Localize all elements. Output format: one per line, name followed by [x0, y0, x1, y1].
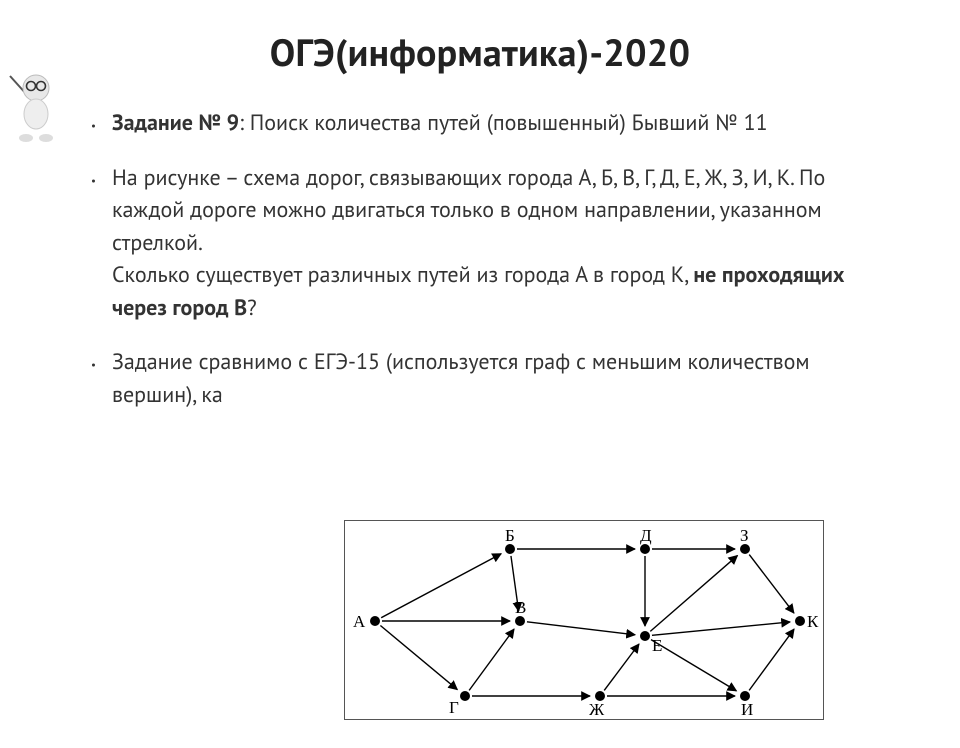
- graph-node-label: К: [807, 612, 819, 631]
- graph-edge: [527, 622, 635, 635]
- problem-text-2a: Сколько существует различных путей из го…: [112, 261, 684, 289]
- graph-node-label: Ж: [589, 700, 605, 719]
- mascot-icon: [6, 66, 62, 144]
- graph-node-label: Г: [449, 698, 459, 717]
- graph-node: [640, 631, 650, 641]
- graph-edge: [381, 554, 501, 618]
- graph-node-label: И: [741, 700, 753, 719]
- graph-edge: [652, 622, 790, 635]
- graph-edge: [650, 556, 737, 632]
- graph-node-label: Е: [652, 636, 662, 655]
- graph-node-label: З: [740, 526, 749, 545]
- graph-node: [515, 616, 525, 626]
- slide-content: Задание № 9: Поиск количества путей (пов…: [100, 107, 872, 411]
- graph-edge: [380, 625, 457, 689]
- page-title: ОГЭ(информатика)-2020: [0, 28, 960, 77]
- road-graph: А Б В Г Д Е Ж З И К: [344, 520, 824, 720]
- graph-node: [740, 544, 750, 554]
- graph-node-label: В: [515, 598, 526, 617]
- task-number: Задание № 9: [112, 109, 239, 137]
- graph-node: [795, 616, 805, 626]
- graph-node: [460, 691, 470, 701]
- graph-edge: [749, 555, 794, 613]
- graph-edge: [651, 640, 736, 691]
- comparison-text: Задание сравнимо с ЕГЭ-15 (используется …: [112, 348, 810, 409]
- problem-text-2b: ?: [247, 294, 257, 322]
- graph-edge: [469, 629, 514, 690]
- problem-text-1: На рисунке – схема дорог, связывающих го…: [112, 164, 825, 257]
- graph-edge: [604, 644, 639, 690]
- graph-edge: [749, 629, 794, 690]
- bullet-3: Задание сравнимо с ЕГЭ-15 (используется …: [100, 346, 872, 411]
- bullet-2: На рисунке – схема дорог, связывающих го…: [100, 162, 872, 325]
- graph-node-label: А: [353, 612, 366, 631]
- graph-node: [505, 544, 515, 554]
- bullet-1: Задание № 9: Поиск количества путей (пов…: [100, 107, 872, 140]
- graph-node: [640, 544, 650, 554]
- graph-node-label: Б: [505, 526, 515, 545]
- graph-node: [370, 616, 380, 626]
- graph-node-label: Д: [640, 526, 652, 545]
- task-desc: : Поиск количества путей (повышенный) Бы…: [239, 109, 768, 137]
